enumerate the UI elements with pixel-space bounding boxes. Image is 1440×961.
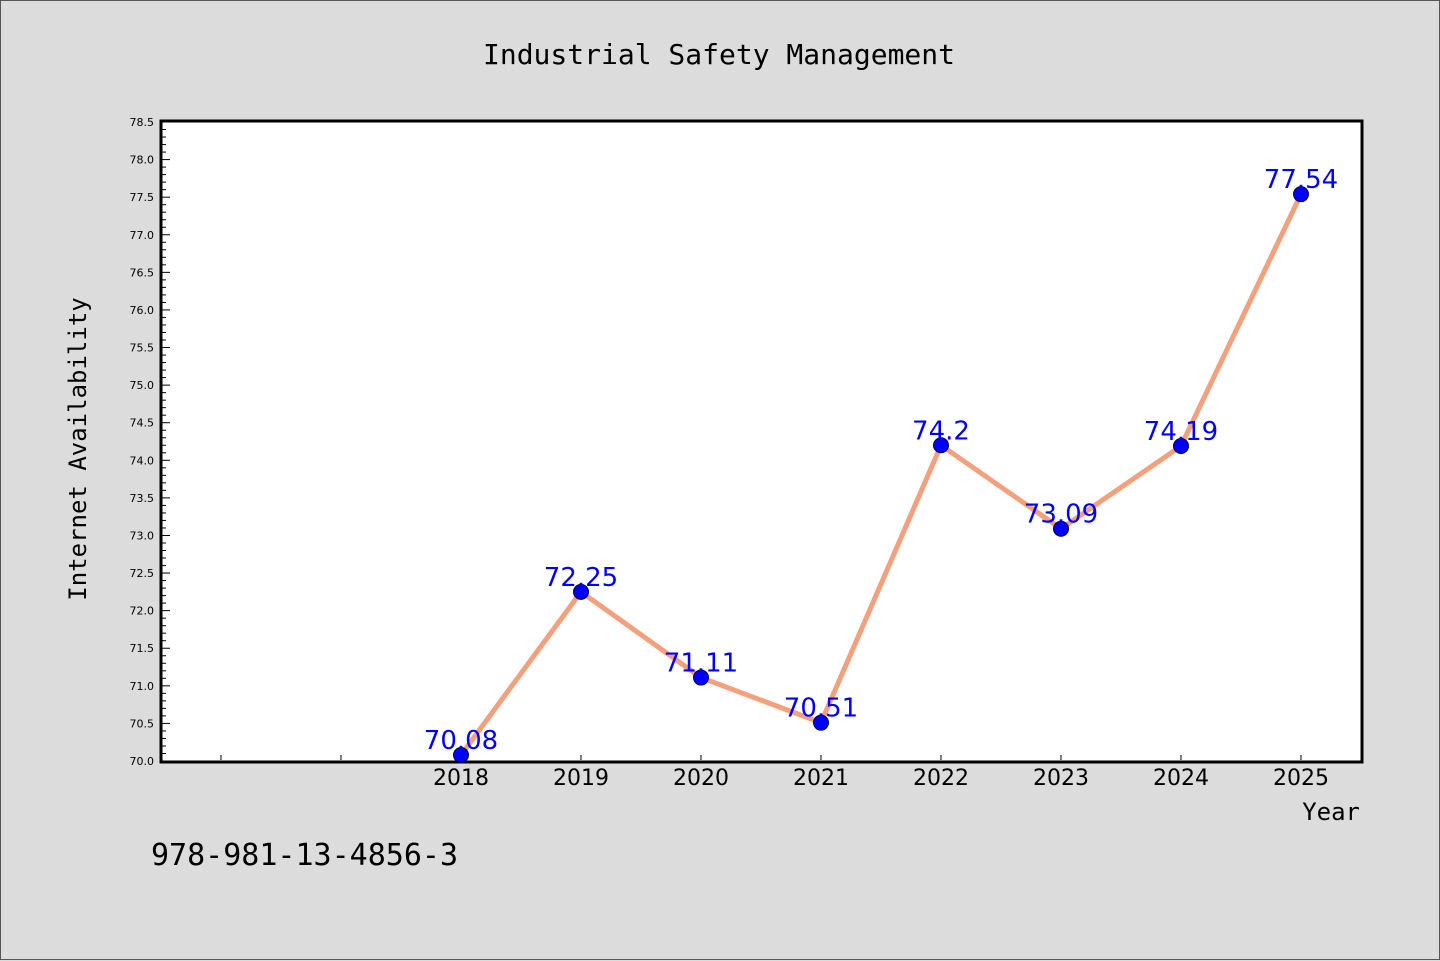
y-tick-label: 75.5 <box>130 342 155 355</box>
y-tick-label: 74.0 <box>130 454 155 467</box>
data-label: 72.25 <box>544 563 618 593</box>
y-tick-label: 74.5 <box>130 417 155 430</box>
data-label: 70.51 <box>784 694 858 724</box>
data-point <box>813 714 829 731</box>
data-label: 70.08 <box>424 726 498 756</box>
y-tick-label: 76.0 <box>130 304 155 317</box>
x-tick-label: 2018 <box>433 766 489 791</box>
y-tick-label: 70.5 <box>130 717 155 730</box>
data-point <box>1293 186 1309 203</box>
plot-area <box>159 119 1364 764</box>
data-label: 74.2 <box>912 416 970 446</box>
footer-isbn: 978-981-13-4856-3 <box>151 838 458 873</box>
series-line <box>458 193 1304 757</box>
y-tick-label: 70.0 <box>130 755 155 768</box>
x-tick-label: 2022 <box>913 766 969 791</box>
y-axis: 70.0 70.5 71.0 71.5 72.0 72.5 73.0 73.5 74.0 74.5… <box>130 116 170 768</box>
x-tick-label: 2025 <box>1273 766 1329 791</box>
x-tick-label: 2020 <box>673 766 729 791</box>
data-label: 77.54 <box>1264 165 1338 195</box>
data-point <box>1173 438 1189 455</box>
x-tick-label: 2021 <box>793 766 849 791</box>
y-axis-label: Internet Availability <box>64 297 92 600</box>
y-tick-label: 72.5 <box>130 567 155 580</box>
data-label: 73.09 <box>1024 500 1098 530</box>
x-tick-label: 2023 <box>1033 766 1089 791</box>
data-label: 71.11 <box>664 649 738 679</box>
y-tick-label: 77.0 <box>130 229 155 242</box>
data-point <box>453 746 469 763</box>
data-point <box>693 669 709 686</box>
y-tick-label: 73.5 <box>130 492 155 505</box>
y-tick-label: 71.0 <box>130 680 155 693</box>
y-tick-label: 72.0 <box>130 605 155 618</box>
data-label: 74.19 <box>1144 417 1218 447</box>
x-tick-label: 2019 <box>553 766 609 791</box>
data-point <box>1053 520 1069 537</box>
y-tick-label: 78.5 <box>130 116 155 129</box>
y-tick-label: 76.5 <box>130 266 155 279</box>
data-point <box>933 437 949 454</box>
y-tick-label: 71.5 <box>130 642 155 655</box>
y-tick-label: 78.0 <box>130 154 155 167</box>
series-group: 70.08 72.25 71.11 70.51 74.2 73.09 74.19 77.54 <box>424 165 1338 763</box>
chart-title: Industrial Safety Management <box>483 38 955 71</box>
data-point <box>573 583 589 600</box>
x-axis-label: Year <box>1302 798 1360 826</box>
x-axis: 2018 2019 2020 2021 2022 2023 2024 2025 <box>220 755 1329 791</box>
y-tick-label: 73.0 <box>130 529 155 542</box>
y-tick-label: 75.0 <box>130 379 155 392</box>
x-tick-label: 2024 <box>1153 766 1209 791</box>
y-tick-label: 77.5 <box>130 191 155 204</box>
